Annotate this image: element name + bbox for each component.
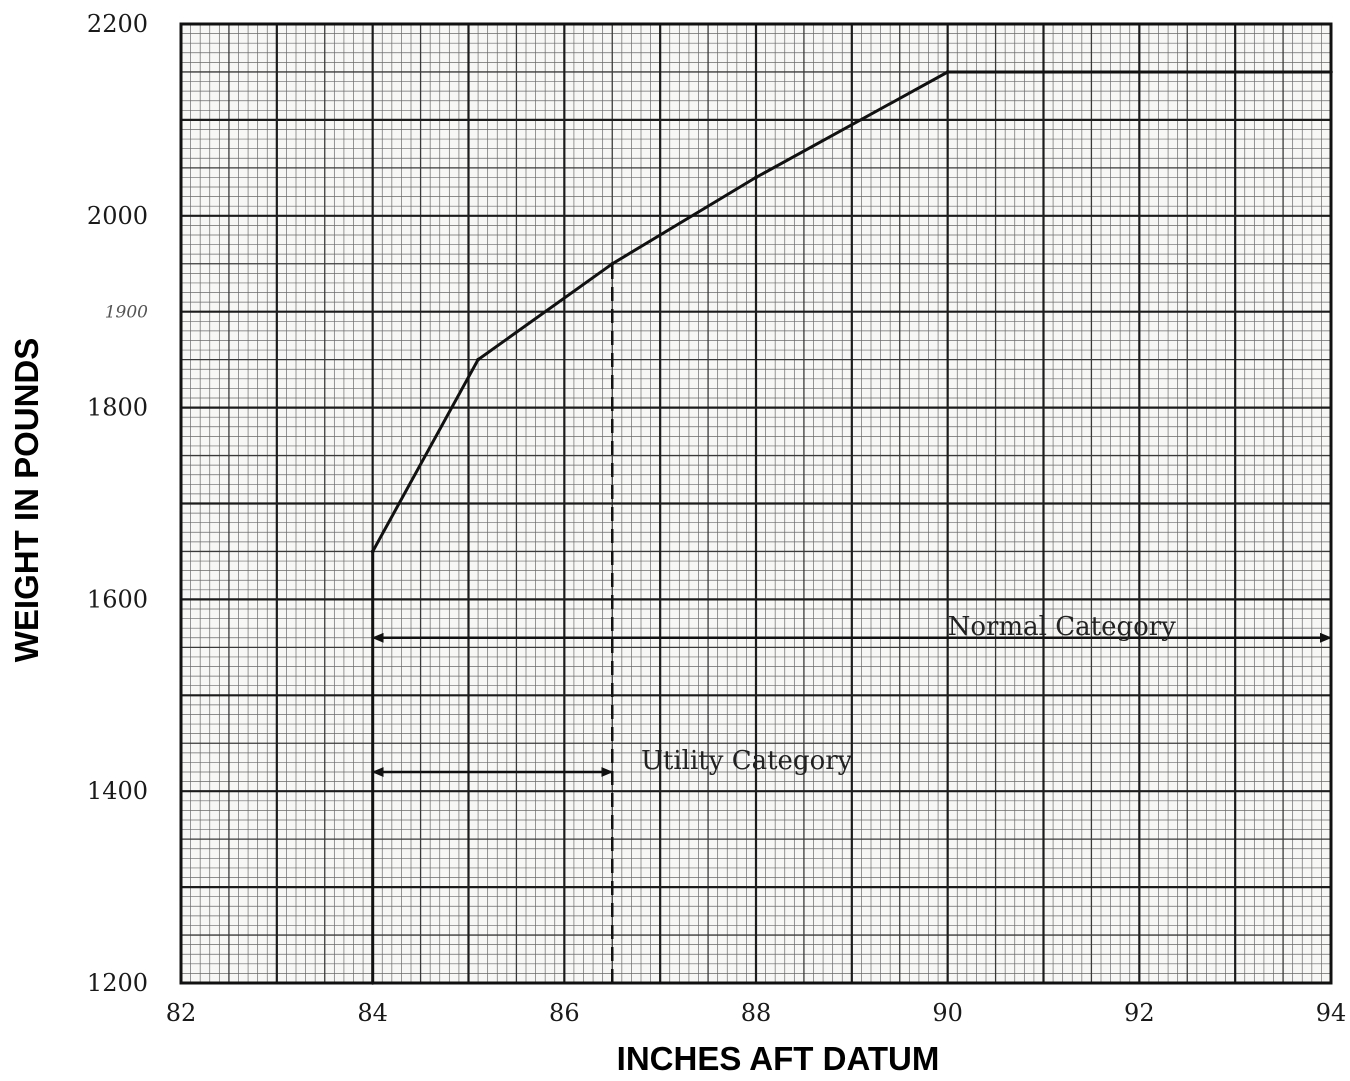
x-tick-label: 82 <box>166 999 197 1027</box>
envelope-point <box>370 981 375 985</box>
y-tick-label: 1400 <box>87 777 148 805</box>
annotation-layer: Normal Category Utility Category <box>371 612 1332 778</box>
y-tick-label: 1600 <box>87 585 148 613</box>
x-tick-labels: 82 84 86 88 90 92 94 <box>166 999 1347 1027</box>
envelope-point <box>610 261 615 266</box>
y-tick-label: 2000 <box>87 202 148 230</box>
x-tick-label: 86 <box>549 999 580 1027</box>
envelope-point <box>754 175 758 180</box>
envelope-point <box>370 549 375 554</box>
y-tick-label: 1800 <box>87 394 148 422</box>
y-tick-label: 1200 <box>87 969 148 997</box>
y-axis-title: WEIGHT IN POUNDS <box>8 338 45 663</box>
x-tick-label: 84 <box>357 999 388 1027</box>
utility-category-label: Utility Category <box>641 746 853 776</box>
envelope-point <box>945 70 950 74</box>
x-tick-label: 92 <box>1124 999 1155 1027</box>
y-tick-label: 2200 <box>87 10 148 38</box>
plot-frame <box>179 22 1333 985</box>
normal-category-label: Normal Category <box>948 612 1177 642</box>
series-layer <box>370 70 1333 985</box>
x-tick-label: 88 <box>741 999 772 1027</box>
envelope-point <box>476 357 480 362</box>
y-tick-labels: 1200 1400 1600 1800 1900 2000 2200 <box>87 10 148 997</box>
y-tick-label: 1900 <box>105 303 148 323</box>
x-tick-label: 94 <box>1316 999 1347 1027</box>
x-tick-label: 90 <box>932 999 963 1027</box>
envelope-point <box>1329 70 1333 74</box>
x-axis-title: INCHES AFT DATUM <box>617 1040 940 1077</box>
